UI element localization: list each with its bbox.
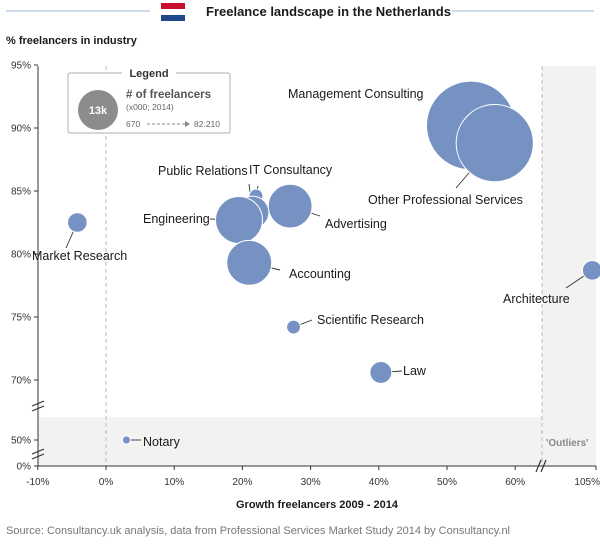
point-label-it-consultancy: IT Consultancy bbox=[249, 163, 333, 177]
legend-title-bg bbox=[122, 66, 176, 80]
outliers-label: 'Outliers' bbox=[546, 438, 589, 449]
point-label-architecture: Architecture bbox=[503, 292, 570, 306]
bubble-engineering bbox=[214, 195, 263, 244]
x-tick-label: 105% bbox=[574, 477, 600, 488]
y-tick-label: 80% bbox=[11, 250, 31, 261]
bubble-architecture bbox=[581, 260, 600, 281]
legend-sub-label: (x000; 2014) bbox=[126, 102, 174, 112]
y-tick-label: 0% bbox=[17, 462, 32, 473]
low-value-band bbox=[38, 417, 542, 466]
y-tick-label: 90% bbox=[11, 124, 31, 135]
legend-range-min: 670 bbox=[126, 119, 140, 129]
x-tick-label: 10% bbox=[164, 477, 184, 488]
x-axis-label: Growth freelancers 2009 - 2014 bbox=[236, 499, 399, 511]
legend-range-max: 82.210 bbox=[194, 119, 220, 129]
y-axis-label: % freelancers in industry bbox=[6, 35, 138, 47]
x-tick-label: 60% bbox=[505, 477, 525, 488]
legend-main-label: # of freelancers bbox=[126, 89, 211, 101]
point-label-management-consulting: Management Consulting bbox=[288, 87, 424, 101]
bubble-scientific-research bbox=[286, 319, 301, 335]
source-note: Source: Consultancy.uk analysis, data fr… bbox=[6, 525, 511, 537]
point-label-market-research: Market Research bbox=[32, 249, 127, 263]
x-tick-label: 50% bbox=[437, 477, 457, 488]
chart-title: Freelance landscape in the Netherlands bbox=[206, 4, 451, 19]
y-axis-break-icon bbox=[31, 400, 45, 460]
point-label-engineering: Engineering bbox=[143, 212, 210, 226]
x-tick-label: 40% bbox=[369, 477, 389, 488]
point-label-law: Law bbox=[403, 364, 427, 378]
bubble-law bbox=[369, 360, 393, 384]
point-label-accounting: Accounting bbox=[289, 267, 351, 281]
x-tick-label: 20% bbox=[232, 477, 252, 488]
point-label-notary: Notary bbox=[143, 435, 181, 449]
y-tick-label: 75% bbox=[11, 313, 31, 324]
x-axis-break-icon bbox=[535, 459, 547, 473]
bubble-other-professional-services bbox=[455, 104, 534, 183]
point-label-advertising: Advertising bbox=[325, 217, 387, 231]
x-tick-label: 30% bbox=[301, 477, 321, 488]
netherlands-flag-icon bbox=[161, 3, 185, 21]
legend: Legend 13k # of freelancers (x000; 2014)… bbox=[67, 66, 231, 134]
point-label-other-professional-services: Other Professional Services bbox=[368, 193, 523, 207]
y-tick-label: 50% bbox=[11, 436, 31, 447]
y-tick-label: 95% bbox=[11, 61, 31, 72]
legend-arrow-head-icon bbox=[185, 121, 190, 127]
legend-title: Legend bbox=[129, 68, 168, 80]
legend-bubble-label: 13k bbox=[89, 105, 108, 117]
bubble-notary bbox=[121, 435, 132, 445]
x-tick-label: -10% bbox=[26, 477, 49, 488]
y-tick-label: 70% bbox=[11, 376, 31, 387]
bubble-advertising bbox=[267, 183, 313, 229]
point-label-scientific-research: Scientific Research bbox=[317, 313, 424, 327]
bubble-accounting bbox=[226, 239, 273, 286]
point-label-public-relations: Public Relations bbox=[158, 164, 248, 178]
x-tick-label: 0% bbox=[99, 477, 114, 488]
legend-bubble bbox=[78, 90, 118, 130]
y-tick-label: 85% bbox=[11, 187, 31, 198]
bubble-market-research bbox=[67, 212, 88, 233]
